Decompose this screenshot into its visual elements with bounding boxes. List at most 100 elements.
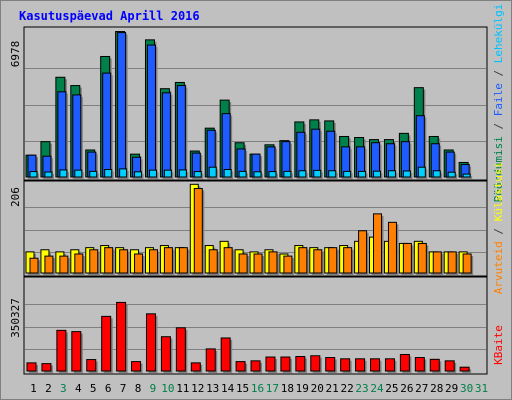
x-tick-label: 9 [150, 382, 157, 395]
bar-computers [74, 253, 84, 274]
x-tick-label: 6 [105, 382, 112, 395]
x-tick-label: 19 [296, 382, 309, 395]
bar-computers [462, 253, 472, 274]
bar-lehed [29, 171, 38, 178]
x-tick-label: 12 [191, 382, 204, 395]
legend-part: Külastusi [492, 162, 505, 222]
bar-failid [72, 94, 82, 178]
legend-part: Faile [492, 83, 505, 116]
bar-kbytes [41, 363, 52, 372]
bar-lehed [238, 170, 247, 178]
bar-kbytes [71, 331, 82, 372]
bar-kbytes [190, 362, 201, 372]
x-tick-label: 17 [266, 382, 279, 395]
bar-lehed [358, 170, 367, 178]
bar-lehed [119, 168, 128, 178]
bar-computers [104, 247, 114, 274]
bar-failid [326, 130, 336, 178]
y-max-label-top: 6978 [9, 41, 22, 68]
x-tick-label: 21 [326, 382, 339, 395]
bar-kbytes [414, 357, 425, 372]
bar-kbytes [459, 366, 470, 372]
bar-lehed [148, 169, 157, 178]
bar-lehed [163, 169, 172, 178]
x-tick-label: 3 [60, 382, 67, 395]
bar-kbytes [399, 353, 410, 372]
right-legend-top: Pöördumisi / Faile / Lehekülgi [492, 4, 505, 203]
x-tick-label: 1 [30, 382, 37, 395]
bar-kbytes [101, 315, 112, 372]
bar-failid [57, 91, 67, 178]
legend-part: Pöördumisi [492, 136, 505, 202]
bar-kbytes [205, 348, 216, 372]
legend-part: / [492, 116, 505, 136]
legend-part: / [492, 63, 505, 83]
bar-kbytes [384, 358, 395, 372]
bar-kbytes [340, 358, 351, 372]
legend-part: KBaite [492, 325, 505, 365]
bar-failid [161, 92, 171, 178]
bar-failid [311, 128, 321, 178]
bar-computers [148, 249, 158, 274]
bar-lehed [298, 170, 307, 178]
bar-lehed [89, 170, 98, 178]
bar-kbytes [265, 356, 276, 372]
bar-computers [193, 188, 203, 274]
right-legend-middle: Arvuteid / Külastusi [492, 162, 505, 294]
bar-kbytes [444, 360, 455, 372]
bar-computers [44, 255, 54, 274]
x-tick-label: 25 [385, 382, 398, 395]
bar-lehed [193, 171, 202, 178]
bar-lehed [178, 169, 187, 178]
bar-kbytes [370, 358, 381, 372]
x-tick-label: 2 [45, 382, 52, 395]
bar-failid [117, 32, 127, 178]
bar-lehed [74, 169, 83, 178]
bar-lehed [432, 170, 441, 178]
bar-kbytes [310, 355, 321, 372]
bar-lehed [59, 169, 68, 178]
bar-computers [223, 247, 233, 274]
bar-computers [417, 242, 427, 274]
bar-lehed [253, 171, 262, 178]
bar-computers [343, 247, 353, 274]
bar-lehed [44, 171, 53, 178]
bar-kbytes [429, 358, 440, 372]
x-tick-label: 24 [370, 382, 384, 395]
bar-kbytes [56, 329, 67, 372]
bar-computers [313, 249, 323, 274]
x-tick-label: 31 [475, 382, 488, 395]
bar-computers [134, 253, 144, 274]
x-tick-label: 30 [460, 382, 473, 395]
bar-kbytes [86, 359, 97, 372]
x-tick-label: 28 [430, 382, 443, 395]
bar-lehed [104, 169, 113, 178]
bar-kbytes [145, 313, 156, 372]
bar-lehed [208, 166, 217, 178]
bar-lehed [328, 170, 337, 178]
bar-computers [358, 230, 368, 274]
bar-computers [283, 255, 293, 274]
x-tick-label: 13 [206, 382, 219, 395]
bar-computers [208, 249, 218, 274]
bar-computers [119, 249, 129, 274]
x-tick-label: 14 [221, 382, 235, 395]
bar-kbytes [175, 327, 186, 372]
legend-part: Lehekülgi [492, 4, 505, 64]
x-tick-label: 15 [236, 382, 249, 395]
bar-kbytes [295, 356, 306, 372]
bar-kbytes [325, 357, 336, 372]
x-tick-label: 10 [161, 382, 174, 395]
x-tick-label: 22 [340, 382, 353, 395]
bar-lehed [462, 173, 471, 178]
bar-failid [146, 44, 156, 178]
x-tick-label: 8 [135, 382, 142, 395]
bar-computers [402, 242, 412, 274]
bar-lehed [387, 170, 396, 178]
y-max-label-middle: 206 [9, 187, 22, 207]
right-legend-bottom: KBaite [492, 325, 505, 365]
bar-computers [253, 253, 263, 274]
legend-part: Arvuteid [492, 241, 505, 294]
bar-lehed [373, 170, 382, 178]
x-tick-label: 5 [90, 382, 97, 395]
